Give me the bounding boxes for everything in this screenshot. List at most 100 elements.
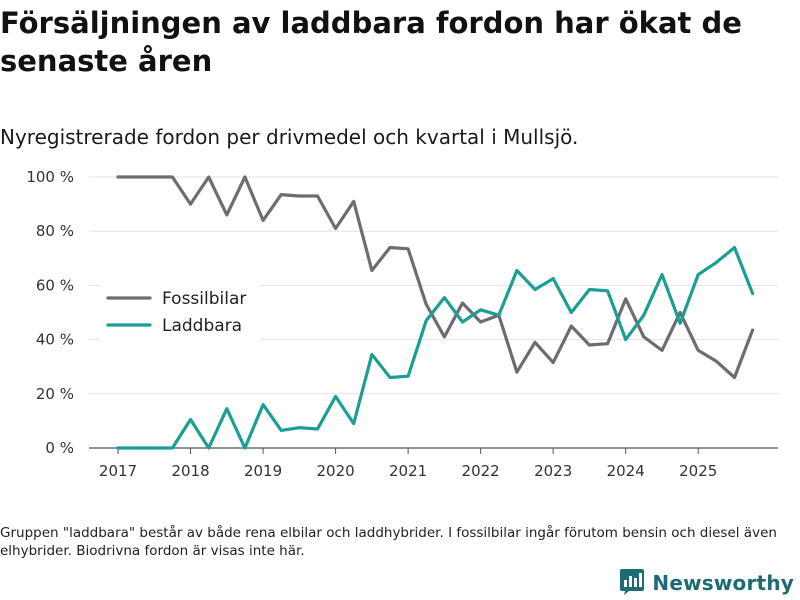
data-point-fossilbilar bbox=[624, 297, 628, 301]
data-point-laddbara bbox=[152, 446, 156, 450]
data-point-fossilbilar bbox=[533, 340, 537, 344]
data-point-fossilbilar bbox=[678, 311, 682, 315]
data-point-laddbara bbox=[116, 446, 120, 450]
data-point-fossilbilar bbox=[243, 175, 247, 179]
data-point-laddbara bbox=[261, 403, 265, 407]
data-point-fossilbilar bbox=[461, 301, 465, 305]
data-point-fossilbilar bbox=[207, 175, 211, 179]
x-tick-label: 2024 bbox=[607, 462, 645, 480]
data-point-fossilbilar bbox=[569, 324, 573, 328]
data-point-laddbara bbox=[316, 427, 320, 431]
y-tick-label: 20 % bbox=[36, 385, 74, 403]
data-point-fossilbilar bbox=[587, 343, 591, 347]
data-point-fossilbilar bbox=[134, 175, 138, 179]
data-point-fossilbilar bbox=[751, 328, 755, 332]
data-point-laddbara bbox=[660, 273, 664, 277]
data-point-laddbara bbox=[388, 376, 392, 380]
newsworthy-logo-icon bbox=[619, 567, 645, 599]
data-point-laddbara bbox=[207, 446, 211, 450]
data-point-laddbara bbox=[170, 446, 174, 450]
y-axis: 0 % 20 % 40 % 60 % 80 % 100 % bbox=[26, 168, 74, 457]
data-point-laddbara bbox=[569, 311, 573, 315]
y-tick-label: 0 % bbox=[45, 439, 74, 457]
series-line-fossilbilar bbox=[116, 175, 755, 380]
x-tick-label: 2023 bbox=[534, 462, 572, 480]
data-point-fossilbilar bbox=[170, 175, 174, 179]
data-point-laddbara bbox=[225, 407, 229, 411]
data-point-laddbara bbox=[751, 292, 755, 296]
data-point-laddbara bbox=[551, 277, 555, 281]
line-chart: 0 % 20 % 40 % 60 % 80 % 100 % 2017 2018 2019 202… bbox=[26, 168, 778, 480]
x-tick-label: 2025 bbox=[679, 462, 717, 480]
data-point-fossilbilar bbox=[316, 194, 320, 198]
data-point-laddbara bbox=[696, 273, 700, 277]
data-point-fossilbilar bbox=[442, 335, 446, 339]
data-point-fossilbilar bbox=[696, 348, 700, 352]
data-point-laddbara bbox=[678, 321, 682, 325]
data-point-laddbara bbox=[334, 395, 338, 399]
legend-background bbox=[100, 282, 260, 342]
data-point-laddbara bbox=[442, 296, 446, 300]
series-line-laddbara bbox=[116, 245, 755, 450]
data-point-laddbara bbox=[279, 428, 283, 432]
y-tick-label: 80 % bbox=[36, 222, 74, 240]
data-point-fossilbilar bbox=[714, 359, 718, 363]
data-point-fossilbilar bbox=[116, 175, 120, 179]
data-point-laddbara bbox=[424, 319, 428, 323]
legend: Fossilbilar Laddbara bbox=[100, 282, 260, 342]
data-point-fossilbilar bbox=[297, 194, 301, 198]
data-point-fossilbilar bbox=[606, 342, 610, 346]
data-point-laddbara bbox=[497, 313, 501, 317]
data-point-laddbara bbox=[243, 446, 247, 450]
data-point-fossilbilar bbox=[515, 370, 519, 374]
data-point-laddbara bbox=[406, 374, 410, 378]
data-point-fossilbilar bbox=[261, 218, 265, 222]
data-point-fossilbilar bbox=[189, 202, 193, 206]
x-tick-label: 2017 bbox=[99, 462, 137, 480]
series-lines bbox=[116, 175, 755, 450]
x-tick-label: 2018 bbox=[171, 462, 209, 480]
data-point-laddbara bbox=[515, 269, 519, 273]
legend-label-fossilbilar: Fossilbilar bbox=[162, 289, 246, 309]
data-point-fossilbilar bbox=[551, 361, 555, 365]
data-point-laddbara bbox=[533, 288, 537, 292]
data-point-laddbara bbox=[606, 289, 610, 293]
legend-label-laddbara: Laddbara bbox=[162, 316, 242, 336]
y-tick-label: 100 % bbox=[26, 168, 74, 186]
data-point-fossilbilar bbox=[225, 213, 229, 217]
data-point-fossilbilar bbox=[334, 227, 338, 231]
x-axis: 2017 2018 2019 2020 2021 2022 2023 2024 2025 bbox=[99, 448, 717, 480]
chart-title: Försäljningen av laddbara fordon har öka… bbox=[0, 6, 742, 78]
footnote: Gruppen "laddbara" består av både rena e… bbox=[0, 525, 777, 559]
data-point-fossilbilar bbox=[733, 376, 737, 380]
y-tick-label: 40 % bbox=[36, 331, 74, 349]
data-point-fossilbilar bbox=[660, 348, 664, 352]
data-point-laddbara bbox=[352, 422, 356, 426]
data-point-fossilbilar bbox=[388, 246, 392, 250]
data-point-laddbara bbox=[733, 246, 737, 250]
x-tick-label: 2022 bbox=[462, 462, 500, 480]
data-point-laddbara bbox=[642, 313, 646, 317]
data-point-fossilbilar bbox=[152, 175, 156, 179]
data-point-fossilbilar bbox=[406, 247, 410, 251]
data-point-laddbara bbox=[297, 426, 301, 430]
data-point-laddbara bbox=[370, 353, 374, 357]
data-point-laddbara bbox=[479, 308, 483, 312]
data-point-fossilbilar bbox=[352, 199, 356, 203]
data-point-laddbara bbox=[714, 260, 718, 264]
x-tick-label: 2020 bbox=[316, 462, 354, 480]
data-point-laddbara bbox=[134, 446, 138, 450]
x-tick-label: 2019 bbox=[244, 462, 282, 480]
data-point-laddbara bbox=[461, 320, 465, 324]
x-tick-label: 2021 bbox=[389, 462, 427, 480]
brand-name: Newsworthy bbox=[652, 571, 794, 595]
brand-logo: Newsworthy bbox=[619, 568, 794, 598]
data-point-fossilbilar bbox=[642, 335, 646, 339]
y-tick-label: 60 % bbox=[36, 276, 74, 294]
chart-subtitle: Nyregistrerade fordon per drivmedel och … bbox=[0, 125, 579, 149]
data-point-fossilbilar bbox=[424, 302, 428, 306]
data-point-fossilbilar bbox=[370, 269, 374, 273]
data-point-fossilbilar bbox=[479, 320, 483, 324]
data-point-laddbara bbox=[189, 418, 193, 422]
data-point-fossilbilar bbox=[279, 193, 283, 197]
